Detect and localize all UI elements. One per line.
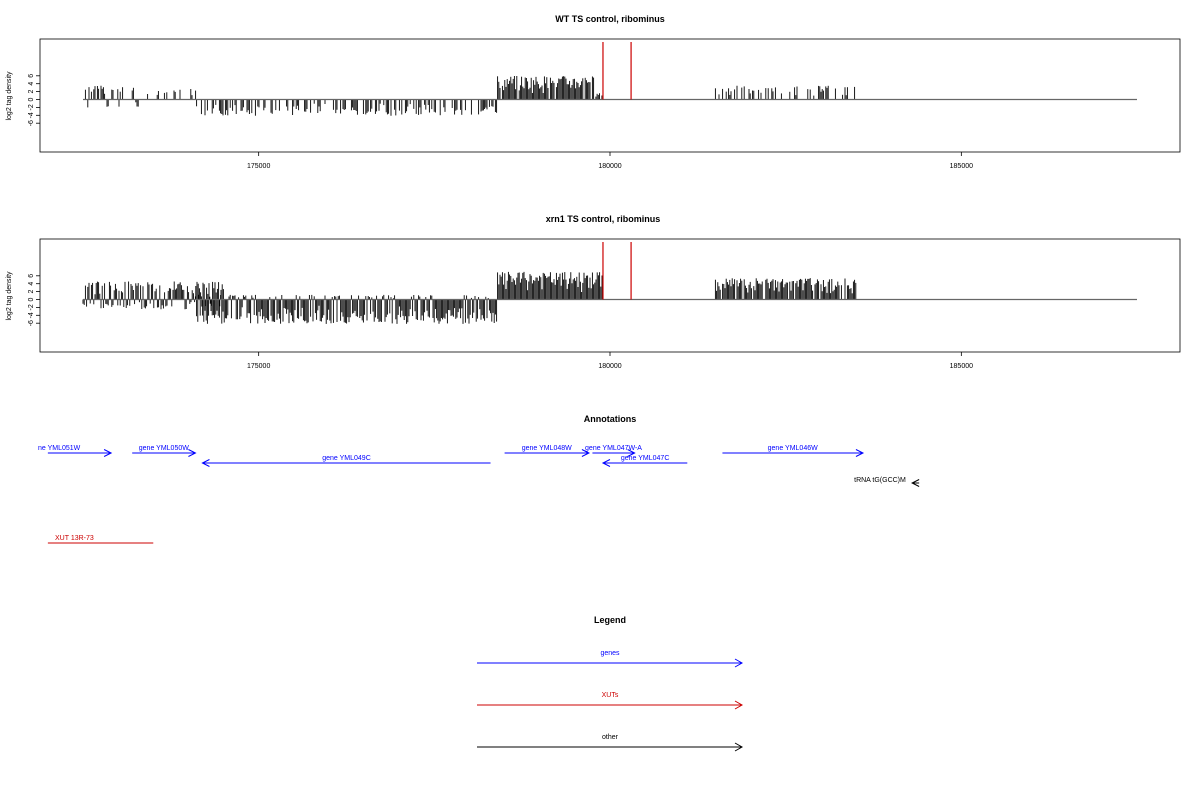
annotation-feature: gene YML046W: [722, 445, 865, 457]
annotations-panel: Annotations ne YML051W gene YML050W gene Y…: [38, 414, 920, 544]
xrn1-x-axis: 175000 180000 185000: [247, 352, 973, 370]
wt-ytick-label: -2: [28, 104, 35, 110]
feature-arrowhead: [188, 449, 197, 457]
wt-ytick-label: -4: [28, 112, 35, 118]
wt-ytick-label: -6: [28, 120, 35, 126]
feature-label: XUT 13R-73: [55, 535, 94, 542]
feature-label: gene YML047W-A: [585, 445, 642, 452]
annotation-features: ne YML051W gene YML050W gene YML049C gene Y…: [38, 445, 920, 544]
annotation-feature: XUT 13R-73: [47, 535, 154, 544]
feature-label: tRNA tG(GCC)M: [854, 477, 906, 484]
legend-entry-other: other: [477, 734, 744, 752]
wt-y-axis-label: log2 tag density: [6, 71, 13, 121]
annotation-feature: gene YML050W: [132, 445, 197, 457]
wt-ytick-label: 4: [28, 82, 35, 86]
wt-plot-frame: [39, 38, 1181, 153]
wt-x-axis: 175000 180000 185000: [247, 152, 973, 170]
xrn1-markers: [602, 242, 632, 300]
wt-y-axis: -6 -4 -2 0 2 4 6: [28, 74, 40, 126]
xrn1-xtick-label: 175000: [247, 363, 270, 370]
feature-label: gene YML050W: [139, 445, 189, 452]
xrn1-ytick-label: 0: [28, 297, 35, 301]
xrn1-ytick-label: 4: [28, 282, 35, 286]
xrn1-track-title: xrn1 TS control, ribominus: [546, 214, 661, 224]
legend-arrowhead: [734, 658, 744, 668]
wt-ytick-label: 2: [28, 90, 35, 94]
xrn1-ytick-label: -6: [28, 320, 35, 326]
legend-title: Legend: [594, 615, 626, 625]
legend-entry-xuts: XUTs: [477, 692, 744, 710]
xrn1-plot-frame: [39, 238, 1181, 353]
wt-xtick-label: 185000: [950, 163, 973, 170]
annotation-feature: ne YML051W: [38, 445, 113, 457]
wt-bars: [84, 76, 856, 116]
annotation-feature: gene YML049C: [201, 455, 491, 467]
legend-label: genes: [600, 650, 620, 657]
legend-label: other: [602, 734, 619, 741]
wt-track-title: WT TS control, ribominus: [555, 14, 665, 24]
annotations-title: Annotations: [584, 414, 637, 424]
feature-arrowhead: [911, 479, 920, 487]
wt-markers: [602, 42, 632, 100]
xrn1-bars: [82, 271, 857, 324]
xrn1-y-axis: -6 -4 -2 0 2 4 6: [28, 274, 40, 326]
feature-arrowhead: [855, 449, 865, 457]
wt-xtick-label: 180000: [598, 163, 621, 170]
feature-label: gene YML046W: [768, 445, 818, 452]
wt-track-panel: WT TS control, ribominus log2 tag densit…: [6, 14, 1181, 170]
legend-panel: Legend genes XUTs other: [477, 615, 744, 752]
xrn1-ytick-label: -4: [28, 312, 35, 318]
wt-ytick-label: 0: [28, 97, 35, 101]
feature-arrowhead: [601, 459, 611, 467]
xrn1-xtick-label: 185000: [950, 363, 973, 370]
feature-arrowhead: [103, 449, 113, 457]
feature-label: ne YML051W: [38, 445, 81, 452]
legend-arrowhead: [734, 742, 744, 752]
feature-label: gene YML049C: [322, 455, 371, 462]
feature-label: gene YML047C: [621, 455, 670, 462]
feature-arrowhead: [581, 449, 591, 457]
feature-label: gene YML048W: [522, 445, 572, 452]
legend-entry-genes: genes: [477, 650, 744, 668]
feature-arrowhead: [627, 449, 636, 457]
legend-label: XUTs: [602, 692, 619, 699]
xrn1-ytick-label: 2: [28, 290, 35, 294]
xrn1-xtick-label: 180000: [598, 363, 621, 370]
xrn1-y-axis-label: log2 tag density: [6, 271, 13, 321]
xrn1-ytick-label: -2: [28, 304, 35, 310]
wt-xtick-label: 175000: [247, 163, 270, 170]
feature-arrowhead: [201, 459, 210, 467]
annotation-feature: gene YML048W: [504, 445, 591, 457]
xrn1-ytick-label: 6: [28, 274, 35, 278]
annotation-feature: gene YML047C: [601, 455, 688, 467]
wt-ytick-label: 6: [28, 74, 35, 78]
annotation-feature: gene YML047W-A: [585, 445, 642, 457]
annotation-feature: tRNA tG(GCC)M: [854, 477, 920, 487]
legend-arrowhead: [734, 700, 744, 710]
xrn1-track-panel: xrn1 TS control, ribominus log2 tag dens…: [6, 214, 1181, 370]
